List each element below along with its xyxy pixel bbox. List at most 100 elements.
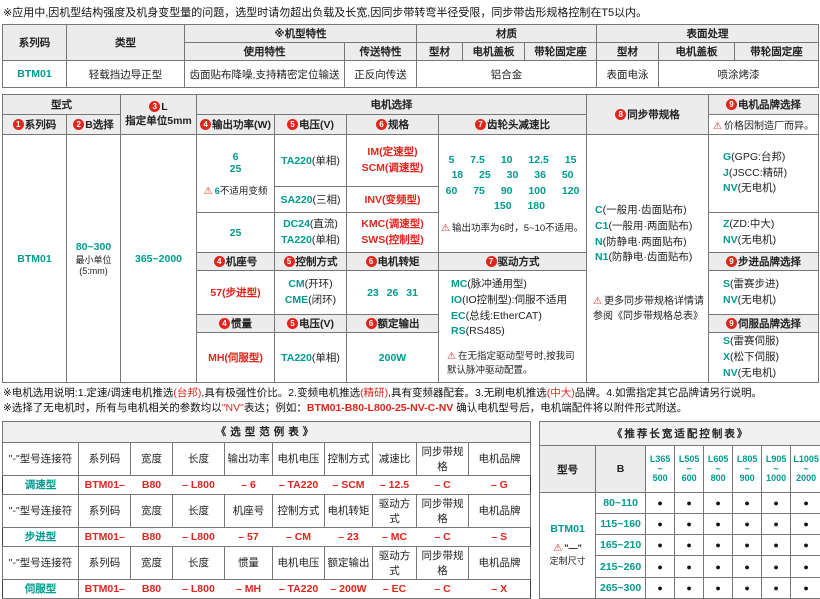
- example-table-title: 《选型范例表》: [1, 420, 532, 443]
- inertia-value: MH(伺服型): [196, 331, 275, 384]
- surface-profile-value: 表面电泳: [596, 60, 660, 88]
- header-motor-select: 电机选择: [196, 94, 587, 115]
- header-profile: 型材: [416, 42, 463, 61]
- motor-torque-value: 23 26 31: [346, 270, 439, 315]
- brand-bldc-cell: Z(ZD:中大) NV(无电机): [708, 212, 819, 253]
- header-transfer-feature: 传送特性: [344, 42, 417, 61]
- header-model-form: 型式: [2, 94, 121, 115]
- l-range-value: 365~2000: [120, 133, 197, 384]
- no-motor-note: ※选择了无电机时，所有与电机相关的参数均以"NV"表达；例如：BTM01-B80…: [3, 402, 688, 415]
- circle-number-9: 9: [726, 99, 737, 110]
- transfer-feature-value: 正反向传送: [344, 60, 417, 88]
- dot: ●: [732, 534, 763, 557]
- model-custom-cell: BTM01 ⚠ "—" 定制尺寸: [539, 492, 597, 599]
- circle-number-4: 4: [219, 318, 230, 329]
- size-row: 115~160 ● ● ● ● ● ●: [540, 513, 820, 536]
- voltage-cell: DC24(直流) TA220(单相): [274, 212, 347, 253]
- header-surface: 表面处理: [596, 24, 820, 43]
- size-row: BTM01 ⚠ "—" 定制尺寸 80~110 ● ● ● ● ● ●: [539, 492, 820, 599]
- dot: ●: [703, 534, 734, 557]
- dot: ●: [645, 492, 676, 515]
- header-belt-spec: 8 同步带规格: [586, 94, 709, 135]
- footnotes: ※电机选用说明:1.定速/调速电机推选(台邦),具有极强性价比。2.变频电机推选…: [2, 383, 818, 418]
- size-table-title: 《推荐长宽适配控制表》: [539, 420, 820, 447]
- circle-number-4: 4: [213, 256, 225, 267]
- drive-mode-cell: MC(脉冲通用型) IO(IO控制型):伺服不适用 EC(总线:EtherCAT…: [438, 269, 587, 384]
- warning-icon: ⚠: [203, 185, 213, 197]
- header-machine-feature: ※机型特性: [184, 24, 417, 43]
- dot: ●: [790, 534, 820, 557]
- header-model: 型号: [539, 445, 597, 494]
- warning-icon: ⚠: [447, 351, 456, 363]
- dot: ●: [645, 555, 676, 578]
- header-voltage2: 5 电压(V): [274, 314, 347, 333]
- use-feature-value: 齿面贴布降噪,支持精密定位输送: [184, 60, 345, 88]
- voltage-cell: SA220(三相): [274, 186, 347, 213]
- header-material: 材质: [415, 24, 598, 43]
- header-frame-size: 4 机座号: [196, 252, 275, 271]
- header-motor-cover2: 电机盖板: [658, 42, 736, 61]
- circle-number-9: 9: [726, 256, 737, 267]
- header-control-mode: 5 控制方式: [274, 252, 347, 271]
- dot: ●: [761, 513, 792, 536]
- circle-number-6: 6: [365, 318, 377, 329]
- control-mode-cell: CM(开环) CME(闭环): [274, 270, 347, 315]
- header-profile2: 型材: [596, 42, 660, 61]
- material-value: 铝合金: [415, 60, 598, 88]
- circle-number-5: 5: [287, 119, 298, 130]
- spec-cell: INV(变频型): [346, 186, 439, 213]
- b-select-value: 80~300 最小单位 (5:mm): [66, 133, 121, 384]
- dot: ●: [674, 513, 705, 536]
- type-value: 轻载挡边导正型: [66, 60, 185, 88]
- warning-icon: ⚠: [441, 222, 450, 234]
- header-type: 类型: [66, 24, 185, 61]
- circle-number-7: 7: [485, 256, 497, 267]
- dot: ●: [645, 534, 676, 557]
- dot: ●: [761, 492, 792, 515]
- example-label-row: "-"型号连接符 系列码 宽度 长度 输出功率 电机电压 控制方式 减速比 同步带规格 电机品牌: [2, 441, 532, 476]
- dot: ●: [732, 555, 763, 578]
- size-compatibility-table: 《推荐长宽适配控制表》 型号 B L365 ~ 500 L505 ~ 600 L60…: [539, 420, 820, 599]
- dot: ●: [732, 513, 763, 536]
- header-b-select: 2 B选择: [66, 114, 121, 135]
- dot: ●: [703, 576, 734, 599]
- dot: ●: [761, 555, 792, 578]
- circle-number-3: 3: [149, 101, 161, 112]
- header-spec: 6 规格: [346, 114, 439, 135]
- circle-number-4: 4: [200, 119, 212, 130]
- header-step-brand: 9 步进品牌选择: [708, 252, 819, 271]
- application-note: ※应用中,因机型结构强度及机身变型量的问题，选型时请勿超出负载及长宽,因同步带转…: [3, 7, 648, 19]
- example-label-row: "-"型号连接符 系列码 宽度 长度 机座号 控制方式 电机转矩 驱动方式 同步带规格 电机品牌: [2, 493, 532, 528]
- warning-icon: ⚠: [713, 121, 722, 132]
- header-drive-mode: 7 驱动方式: [438, 252, 587, 271]
- header-gear-ratio: 7 齿轮头减速比: [438, 114, 587, 135]
- dot: ●: [703, 492, 734, 515]
- circle-number-5: 5: [283, 256, 295, 267]
- header-b: B: [595, 445, 647, 494]
- order-example-table: 《选型范例表》 "-"型号连接符 系列码 宽度 长度 输出功率 电机电压 控制方式 减速比 同步…: [1, 420, 532, 599]
- dot: ●: [645, 513, 676, 536]
- dot: ●: [674, 492, 705, 515]
- header-rated-output: 6 额定输出: [346, 314, 439, 333]
- size-header-row: 型号 B L365 ~ 500 L505 ~ 600 L605 ~ 800 L805 …: [539, 445, 820, 494]
- header-motor-torque: 6 电机转矩: [346, 252, 439, 271]
- brand-ac-cell: G(GPG:台邦) J(JSCC:精研) NV(无电机): [708, 134, 819, 213]
- motor-selection-note: ※电机选用说明:1.定速/调速电机推选(台邦),具有极强性价比。2.变频电机推选…: [3, 387, 763, 400]
- header-series-code: 系列码: [2, 24, 67, 61]
- dot: ●: [761, 534, 792, 557]
- header-servo-brand: 9 伺服品牌选择: [708, 314, 819, 333]
- circle-number-7: 7: [475, 119, 486, 130]
- dot: ●: [790, 576, 820, 599]
- header-inertia: 4 惯量: [196, 314, 275, 333]
- dot: ●: [732, 492, 763, 515]
- power-cell-dc: 25: [196, 212, 275, 253]
- dot: ●: [732, 576, 763, 599]
- dot: ●: [703, 513, 734, 536]
- series-code-value: BTM01: [2, 60, 67, 88]
- belt-spec-cell: C(一般用·齿面贴布) C1(一般用·两面贴布) N(防静电·两面贴布) N1(…: [586, 133, 709, 384]
- size-row: 165~210 ● ● ● ● ● ●: [540, 534, 820, 557]
- dot: ●: [790, 555, 820, 578]
- frame-size-value: 57(步进型): [196, 270, 275, 315]
